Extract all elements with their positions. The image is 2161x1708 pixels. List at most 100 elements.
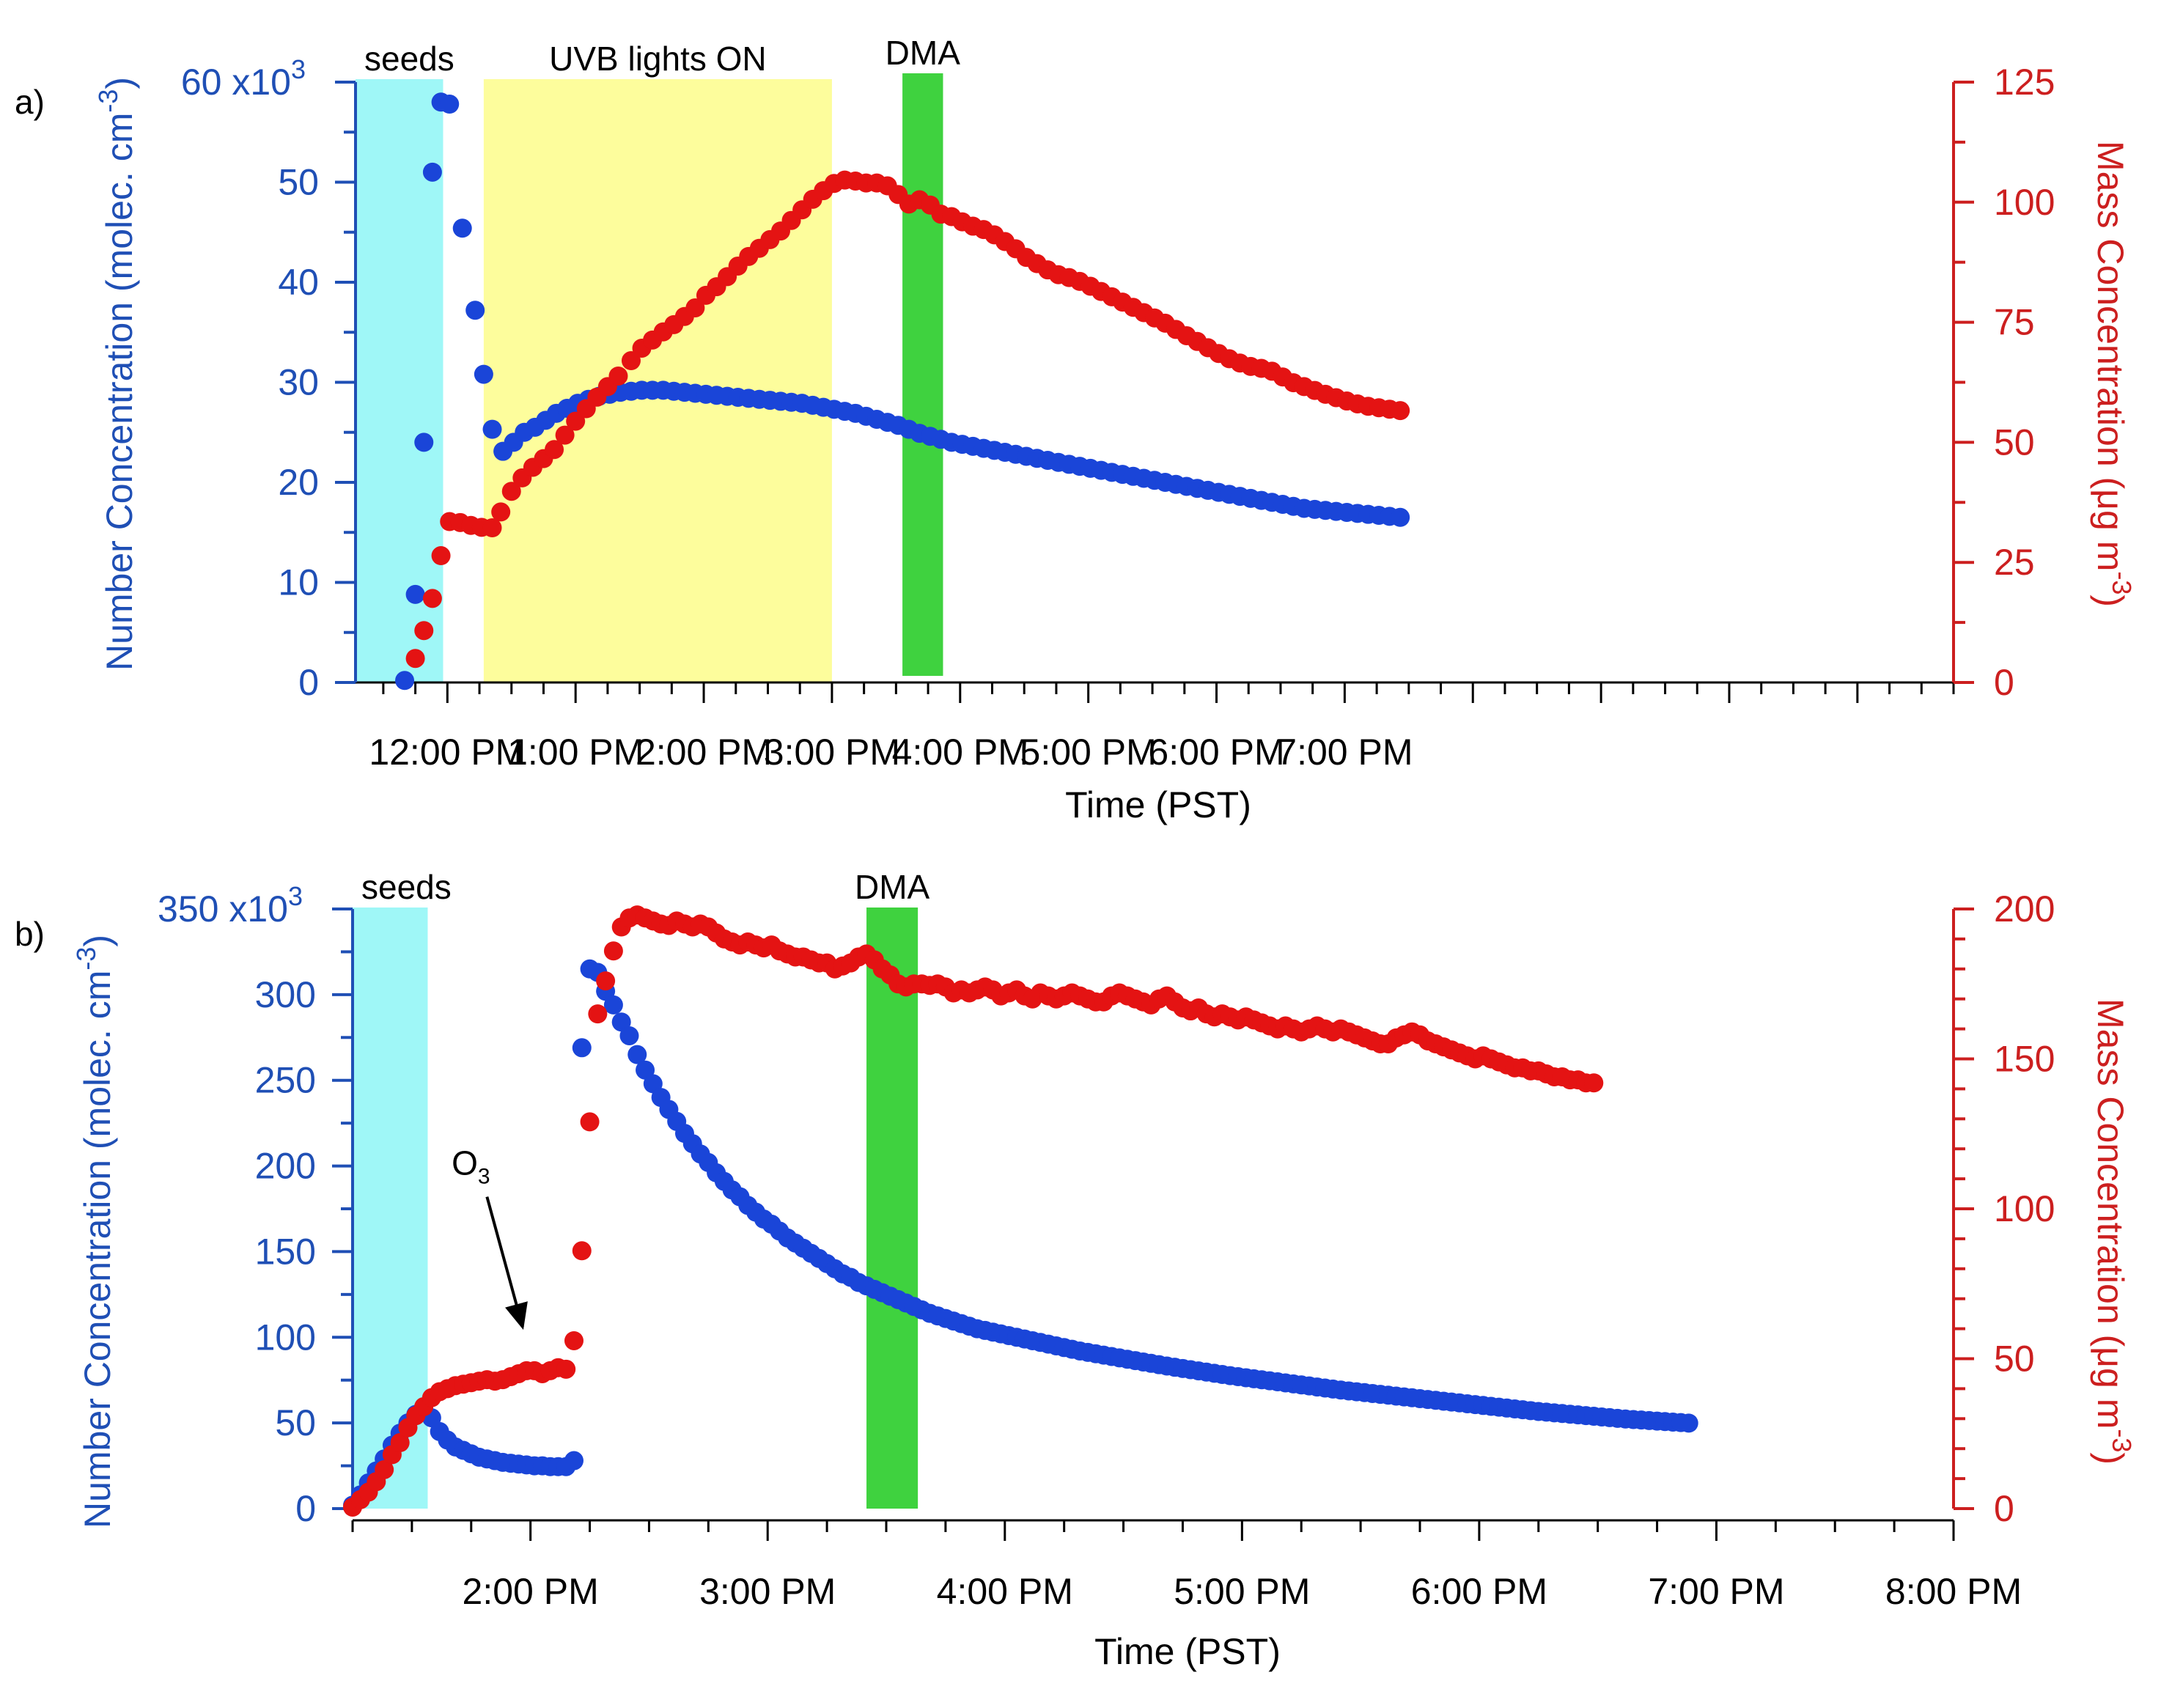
mass-point bbox=[603, 941, 623, 961]
mass-point bbox=[572, 1241, 592, 1261]
x-tick-label: 8:00 PM bbox=[1885, 1571, 2022, 1612]
mass-point bbox=[1391, 401, 1410, 421]
panel-a-label: a) bbox=[15, 83, 45, 121]
x-tick-label: 4:00 PM bbox=[937, 1571, 1073, 1612]
mass-point bbox=[555, 425, 575, 445]
mass-point bbox=[375, 1459, 394, 1479]
left-tick-label: 100 bbox=[255, 1317, 316, 1358]
x-tick-label: 5:00 PM bbox=[1174, 1571, 1310, 1612]
panel-b-right-title: Mass Concentration (μg m-3) bbox=[2090, 998, 2137, 1465]
mass-point bbox=[501, 482, 521, 501]
panel-a-series bbox=[395, 92, 1410, 691]
x-tick-label: 5:00 PM bbox=[1020, 732, 1157, 773]
left-tick-label: 10 bbox=[278, 562, 319, 603]
o3-label: O3 bbox=[452, 1144, 490, 1189]
series-mass-concentration bbox=[405, 170, 1410, 669]
right-tick-label: 100 bbox=[1994, 182, 2055, 223]
number-point bbox=[440, 95, 460, 114]
left-tick-label: 350 x103 bbox=[158, 881, 303, 930]
panel-a-x-axis: 12:00 PM1:00 PM2:00 PM3:00 PM4:00 PM5:00… bbox=[356, 681, 1955, 773]
panel-b-series bbox=[343, 905, 1698, 1517]
panel-b-annotations: O3 bbox=[452, 1144, 528, 1330]
x-tick-label: 3:00 PM bbox=[699, 1571, 836, 1612]
mass-point bbox=[580, 1112, 600, 1132]
number-point bbox=[603, 995, 623, 1015]
number-point bbox=[414, 432, 434, 452]
mass-point bbox=[621, 351, 641, 371]
left-tick-label: 150 bbox=[255, 1231, 316, 1272]
left-tick-label: 60 x103 bbox=[181, 54, 306, 103]
region-uvb-lights-on bbox=[483, 79, 832, 682]
series-number-concentration bbox=[395, 92, 1410, 691]
x-tick-label: 6:00 PM bbox=[1411, 1571, 1547, 1612]
right-tick-label: 25 bbox=[1994, 542, 2035, 583]
mass-point bbox=[545, 440, 564, 460]
region-label-seeds: seeds bbox=[361, 868, 452, 906]
number-point bbox=[405, 584, 425, 604]
mass-point bbox=[491, 502, 511, 522]
right-tick-label: 50 bbox=[1994, 1339, 2035, 1380]
panel-b-left-title: Number Concentration (molec. cm-3) bbox=[71, 935, 118, 1528]
mass-point bbox=[556, 1359, 576, 1379]
panel-b-label: b) bbox=[15, 915, 45, 953]
number-point bbox=[452, 218, 472, 238]
left-tick-label: 0 bbox=[298, 662, 319, 703]
panel-b-x-axis: 2:00 PM 3:00 PM 4:00 PM 5:00 PM 6:00 PM 7:00 … bbox=[351, 1519, 2022, 1612]
number-point bbox=[422, 162, 442, 182]
mass-point bbox=[422, 589, 442, 608]
number-point bbox=[619, 1026, 639, 1045]
right-tick-label: 200 bbox=[1994, 888, 2055, 930]
right-tick-label: 0 bbox=[1994, 662, 2014, 703]
region-dma bbox=[902, 73, 943, 676]
number-point bbox=[572, 1038, 592, 1058]
number-point bbox=[395, 671, 415, 691]
number-point bbox=[465, 301, 485, 320]
mass-point bbox=[564, 1330, 583, 1350]
right-tick-label: 0 bbox=[1994, 1488, 2014, 1529]
mass-point bbox=[608, 366, 628, 386]
mass-point bbox=[431, 546, 451, 566]
mass-point bbox=[566, 411, 586, 431]
number-point bbox=[1679, 1413, 1698, 1433]
x-tick-label: 7:00 PM bbox=[1648, 1571, 1784, 1612]
number-point bbox=[627, 1045, 647, 1064]
left-tick-label: 30 bbox=[278, 362, 319, 403]
panel-b-x-title: Time (PST) bbox=[1094, 1631, 1281, 1672]
right-tick-label: 50 bbox=[1994, 422, 2035, 463]
region-label-seeds: seeds bbox=[364, 40, 454, 78]
region-dma bbox=[866, 908, 918, 1509]
x-tick-label: 2:00 PM bbox=[463, 1571, 599, 1612]
x-tick-label: 4:00 PM bbox=[892, 732, 1028, 773]
x-tick-label: 2:00 PM bbox=[636, 732, 772, 773]
panel-a-left-axis: 0 10 20 30 40 50 60 x103 bbox=[181, 54, 357, 703]
left-tick-label: 0 bbox=[295, 1488, 316, 1529]
number-point bbox=[474, 364, 493, 384]
region-label-dma: DMA bbox=[855, 868, 930, 906]
number-point bbox=[564, 1451, 583, 1470]
x-tick-label: 1:00 PM bbox=[507, 732, 644, 773]
right-tick-label: 125 bbox=[1994, 62, 2055, 103]
left-tick-label: 250 bbox=[255, 1060, 316, 1101]
number-point bbox=[482, 419, 502, 439]
panel-b-regions: seeds DMA bbox=[353, 868, 930, 1509]
region-label-uvb-lights-on: UVB lights ON bbox=[549, 40, 767, 78]
mass-point bbox=[1584, 1073, 1604, 1093]
panel-a-x-title: Time (PST) bbox=[1065, 784, 1251, 825]
panel-a: a) seeds UVB lights ON DMA 12:00 PM1:00 PM… bbox=[15, 34, 2137, 825]
panel-b-left-axis: 0 50 100 150 200 250 300 350 x103 bbox=[158, 881, 354, 1529]
mass-point bbox=[405, 649, 425, 669]
x-tick-label: 6:00 PM bbox=[1148, 732, 1284, 773]
mass-point bbox=[482, 518, 502, 538]
left-tick-label: 300 bbox=[255, 974, 316, 1015]
mass-point bbox=[588, 1004, 608, 1024]
panel-a-right-title: Mass Concentration (μg m-3) bbox=[2090, 141, 2137, 607]
right-tick-label: 150 bbox=[1994, 1039, 2055, 1080]
mass-point bbox=[685, 298, 705, 317]
mass-point bbox=[596, 971, 616, 991]
panel-b-right-axis: 0 50 100 150 200 bbox=[1952, 888, 2055, 1529]
mass-point bbox=[414, 621, 434, 641]
x-tick-label: 7:00 PM bbox=[1276, 732, 1413, 773]
x-tick-label: 3:00 PM bbox=[764, 732, 900, 773]
mass-point bbox=[390, 1433, 410, 1453]
